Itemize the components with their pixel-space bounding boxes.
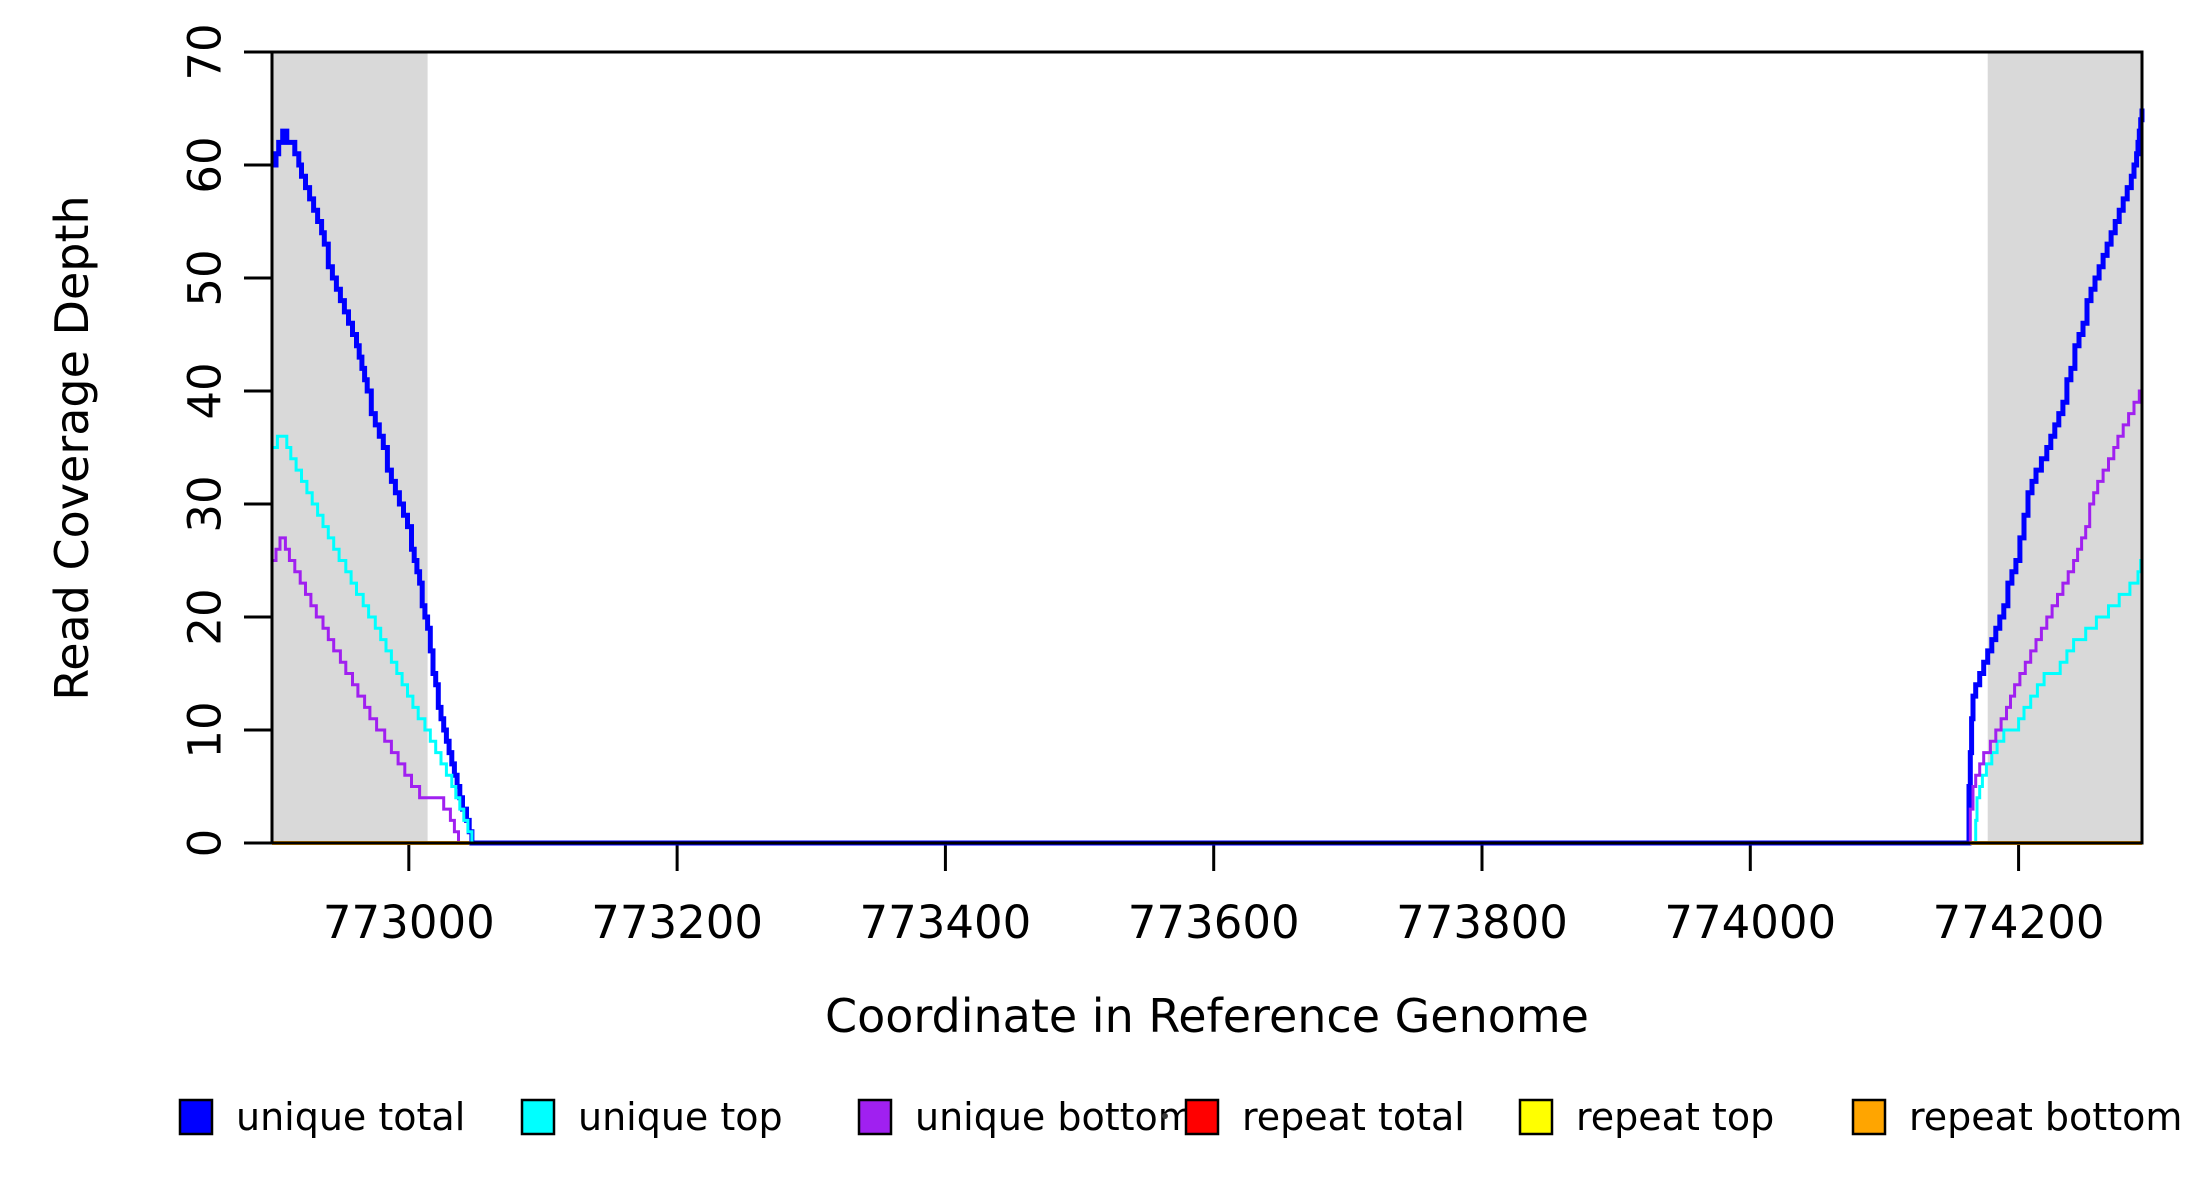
legend-label: repeat total bbox=[1242, 1095, 1465, 1139]
legend-item-repeat-top: repeat top bbox=[1518, 1095, 1774, 1139]
y-tick-label: 10 bbox=[179, 701, 232, 758]
plot-border-box bbox=[270, 50, 2144, 845]
x-tick-label: 774200 bbox=[1933, 896, 2105, 949]
legend-item-unique-bottom: unique bottom bbox=[857, 1095, 1195, 1139]
legend-label: repeat top bbox=[1576, 1095, 1774, 1139]
legend-label: unique top bbox=[578, 1095, 783, 1139]
x-tick-label: 773200 bbox=[591, 896, 763, 949]
legend-swatch bbox=[857, 1098, 893, 1136]
y-tick-label: 20 bbox=[179, 588, 232, 645]
x-tick-label: 773800 bbox=[1396, 896, 1568, 949]
legend-item-unique-top: unique top bbox=[520, 1095, 783, 1139]
series-line-unique-bottom bbox=[272, 389, 2142, 845]
legend-item-repeat-total: repeat total bbox=[1184, 1095, 1465, 1139]
legend-item-unique-total: unique total bbox=[178, 1095, 465, 1139]
legend-label: unique bottom bbox=[915, 1095, 1195, 1139]
x-tick-label: 773400 bbox=[860, 896, 1032, 949]
y-tick-label: 50 bbox=[179, 249, 232, 306]
legend-swatch bbox=[1851, 1098, 1887, 1136]
x-axis-title: Coordinate in Reference Genome bbox=[825, 989, 1589, 1043]
y-tick-label: 30 bbox=[179, 475, 232, 532]
axes: 773000 773200 773400 773600 773800 774000 7742… bbox=[179, 23, 2105, 949]
legend-label: repeat bottom bbox=[1909, 1095, 2182, 1139]
legend-label: unique total bbox=[236, 1095, 465, 1139]
legend-swatch bbox=[178, 1098, 214, 1136]
legend-item-repeat-bottom: repeat bottom bbox=[1851, 1095, 2182, 1139]
shaded-repeat-regions bbox=[272, 52, 2142, 843]
y-tick-label: 60 bbox=[179, 136, 232, 193]
x-tick-label: 773000 bbox=[323, 896, 495, 949]
y-axis-title: Read Coverage Depth bbox=[45, 195, 99, 700]
series-line-unique-top bbox=[272, 434, 2143, 845]
repeat-region-left bbox=[272, 52, 428, 843]
y-tick-label: 40 bbox=[179, 362, 232, 419]
legend: unique total unique top unique bottom repea… bbox=[178, 1095, 2182, 1139]
y-tick-label: 70 bbox=[179, 23, 232, 80]
series-lines bbox=[272, 108, 2145, 846]
y-tick-label: 0 bbox=[179, 829, 232, 858]
legend-swatch bbox=[1518, 1098, 1554, 1136]
series-line-unique-total bbox=[272, 108, 2145, 846]
x-tick-label: 774000 bbox=[1664, 896, 1836, 949]
legend-stray-dot bbox=[1162, 1113, 1168, 1119]
legend-swatch bbox=[1184, 1098, 1220, 1136]
legend-swatch bbox=[520, 1098, 556, 1136]
x-tick-label: 773600 bbox=[1128, 896, 1300, 949]
